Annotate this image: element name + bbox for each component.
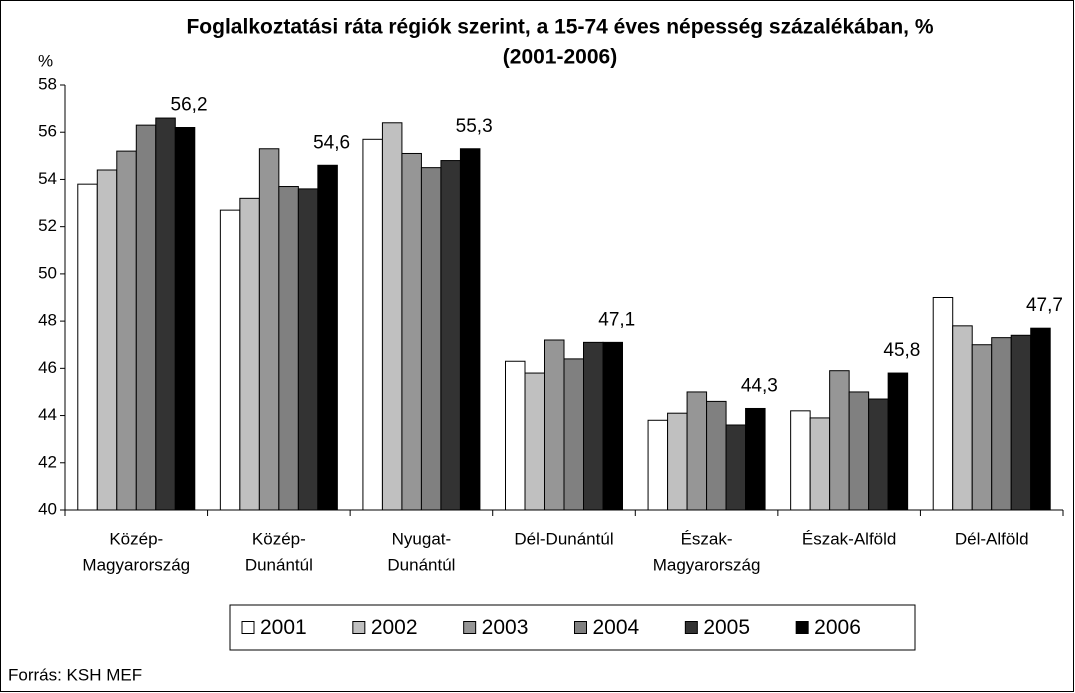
x-tick-label: Észak-Alföld	[802, 529, 896, 548]
legend-label: 2003	[482, 616, 529, 639]
bar	[219, 209, 241, 511]
y-tick-label: 58	[38, 74, 57, 93]
x-tick-label: Nyugat-	[392, 529, 452, 548]
bar	[96, 169, 118, 511]
bar	[278, 186, 299, 511]
bar	[1030, 327, 1051, 511]
bar	[667, 412, 688, 511]
bar	[991, 337, 1012, 511]
bar	[317, 164, 338, 511]
legend-label: 2005	[703, 616, 750, 639]
bar	[505, 360, 526, 511]
bar	[563, 358, 584, 511]
bar	[239, 197, 260, 511]
legend-swatch	[684, 621, 698, 634]
y-tick-label: 56	[38, 122, 57, 141]
legend-label: 2002	[371, 616, 418, 639]
bar	[725, 424, 747, 511]
data-label: 45,8	[883, 340, 920, 361]
y-tick-label: 40	[38, 499, 57, 518]
bar	[258, 148, 280, 511]
data-label: 56,2	[171, 95, 208, 116]
x-tick-label: Dunántúl	[245, 555, 313, 574]
x-tick-label: Dél-Alföld	[955, 529, 1029, 548]
y-tick-label: 54	[38, 169, 57, 188]
y-tick-label: 46	[38, 358, 57, 377]
bar	[887, 372, 909, 511]
bar	[174, 127, 196, 511]
legend-box	[229, 604, 916, 651]
legend-label: 2004	[593, 616, 640, 639]
legend-swatch	[352, 621, 366, 634]
bar	[1010, 334, 1032, 511]
y-tick-label: 48	[38, 311, 57, 330]
bar	[602, 341, 623, 511]
y-axis-label: %	[38, 51, 53, 70]
x-tick-label: Magyarország	[653, 555, 761, 574]
bar	[381, 122, 403, 511]
chart-title: (2001-2006)	[503, 46, 617, 69]
x-tick-label: Dél-Dunántúl	[514, 529, 613, 548]
bar	[362, 138, 383, 511]
bar	[135, 124, 157, 511]
y-tick-label: 42	[38, 452, 57, 471]
bar	[544, 339, 565, 511]
y-tick-label: 50	[38, 263, 57, 282]
legend-label: 2001	[260, 616, 307, 639]
source-note: Forrás: KSH MEF	[8, 665, 142, 684]
bar	[77, 183, 98, 511]
bar	[583, 341, 604, 511]
y-tick-label: 44	[38, 405, 57, 424]
x-tick-label: Közép-	[109, 529, 163, 548]
legend-swatch	[795, 621, 809, 634]
bar	[297, 188, 319, 511]
bar	[420, 167, 442, 511]
legend-swatch	[241, 621, 255, 634]
x-tick-label: Magyarország	[82, 555, 190, 574]
legend-label: 2006	[814, 616, 861, 639]
bar	[809, 417, 831, 511]
bar	[459, 148, 481, 511]
x-tick-label: Dunántúl	[387, 555, 455, 574]
bar	[440, 160, 461, 511]
bar	[829, 370, 850, 511]
data-label: 47,1	[598, 309, 635, 330]
bar	[524, 372, 545, 511]
bar	[647, 419, 669, 511]
data-label: 47,7	[1026, 295, 1063, 316]
bar	[868, 398, 889, 511]
legend-swatch	[574, 621, 587, 634]
bar	[790, 410, 811, 511]
bar	[116, 150, 137, 511]
bar	[401, 152, 422, 511]
bar	[745, 407, 766, 511]
chart-title: Foglalkoztatási ráta régiók szerint, a 1…	[186, 16, 933, 39]
x-tick-label: Észak-	[681, 529, 733, 548]
bar	[686, 391, 708, 511]
data-label: 55,3	[456, 116, 493, 137]
data-label: 44,3	[741, 375, 778, 396]
legend-swatch	[463, 621, 477, 634]
x-tick-label: Közép-	[252, 529, 306, 548]
data-label: 54,6	[313, 132, 350, 153]
y-tick-label: 52	[38, 216, 57, 235]
bar	[155, 117, 176, 511]
bar	[706, 400, 727, 511]
bar	[932, 297, 954, 511]
bar	[848, 391, 870, 511]
bar	[952, 325, 973, 511]
bar	[971, 344, 993, 511]
